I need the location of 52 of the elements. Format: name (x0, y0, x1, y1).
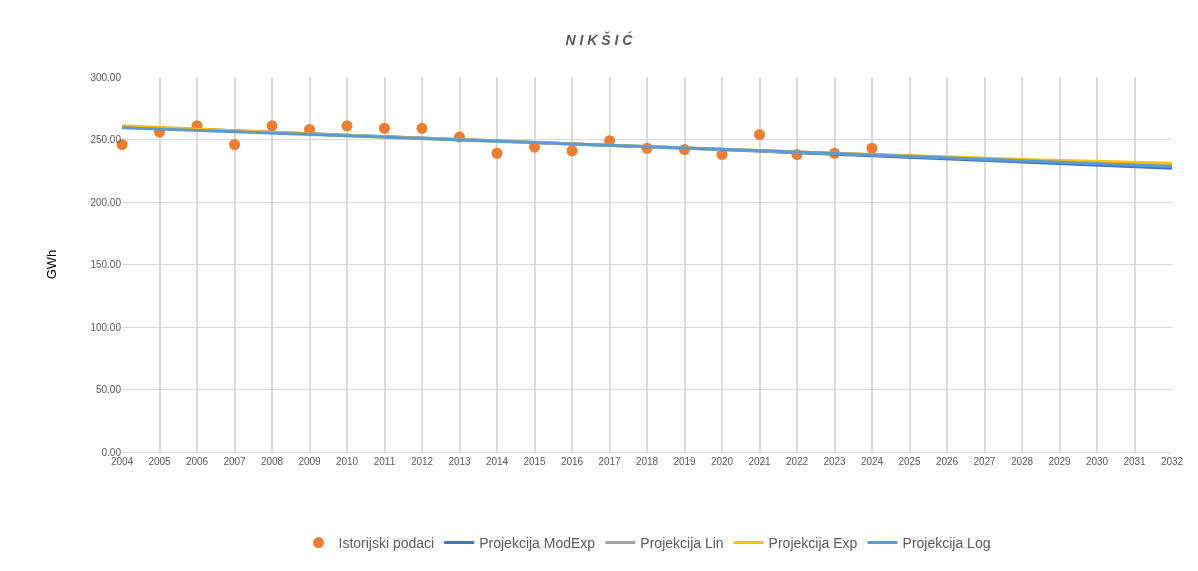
x-tick-label: 2016 (560, 456, 584, 467)
x-tick-label: 2012 (410, 456, 434, 467)
y-tick-label: 50.00 (95, 384, 122, 395)
x-tick-label: 2014 (485, 456, 509, 467)
y-tick-label: 300.00 (90, 71, 122, 83)
y-tick-label: 100.00 (90, 321, 122, 333)
x-tick-label: 2008 (260, 456, 284, 467)
chart-title: N I K Š I Ć (565, 30, 634, 48)
x-tick-label: 2017 (598, 456, 622, 467)
point (491, 147, 503, 159)
x-tick-label: 2007 (223, 456, 247, 467)
legend-label: Projekcija Exp (768, 535, 858, 552)
y-tick-label: 0.00 (101, 446, 122, 458)
x-tick-label: 2029 (1048, 456, 1072, 467)
x-tick-label: 2015 (523, 456, 547, 467)
x-tick-label: 2023 (823, 456, 847, 467)
x-tick-label: 2025 (898, 456, 922, 467)
point (229, 139, 240, 150)
point (566, 145, 578, 157)
x-tick-label: 2005 (148, 456, 172, 467)
x-tick-label: 2020 (710, 456, 734, 467)
y-axis-title: GWh (44, 249, 60, 280)
x-tick-label: 2026 (935, 456, 959, 467)
x-tick-label: 2031 (1123, 456, 1147, 467)
y-tick-label: 150.00 (90, 259, 122, 270)
point (341, 120, 353, 132)
x-tick-label: 2010 (335, 456, 359, 467)
x-tick-label: 2022 (785, 456, 809, 467)
point (754, 129, 765, 140)
x-tick-label: 2030 (1085, 456, 1109, 467)
x-tick-label: 2032 (1160, 456, 1184, 467)
point (266, 120, 278, 132)
x-tick-label: 2019 (673, 456, 697, 467)
point (379, 122, 390, 134)
y-tick-label: 200.00 (90, 196, 122, 208)
legend-label: Projekcija ModExp (479, 535, 596, 552)
x-tick-label: 2021 (748, 456, 772, 467)
x-tick-label: 2009 (298, 456, 322, 467)
x-tick-label: 2028 (1010, 456, 1034, 467)
legend-label: Istorijski podaci (338, 535, 435, 552)
legend-label: Projekcija Log (902, 535, 991, 552)
x-tick-label: 2004 (110, 456, 134, 467)
x-tick-label: 2018 (635, 456, 659, 467)
x-tick-label: 2027 (973, 456, 997, 467)
x-tick-label: 2013 (448, 456, 472, 467)
y-tick-label: 250.00 (90, 134, 122, 145)
point (866, 142, 878, 154)
x-tick-label: 2006 (185, 456, 209, 467)
x-tick-label: 2024 (860, 456, 884, 467)
x-tick-label: 2011 (373, 456, 396, 467)
legend-label: Projekcija Lin (640, 535, 724, 552)
point (416, 122, 428, 134)
